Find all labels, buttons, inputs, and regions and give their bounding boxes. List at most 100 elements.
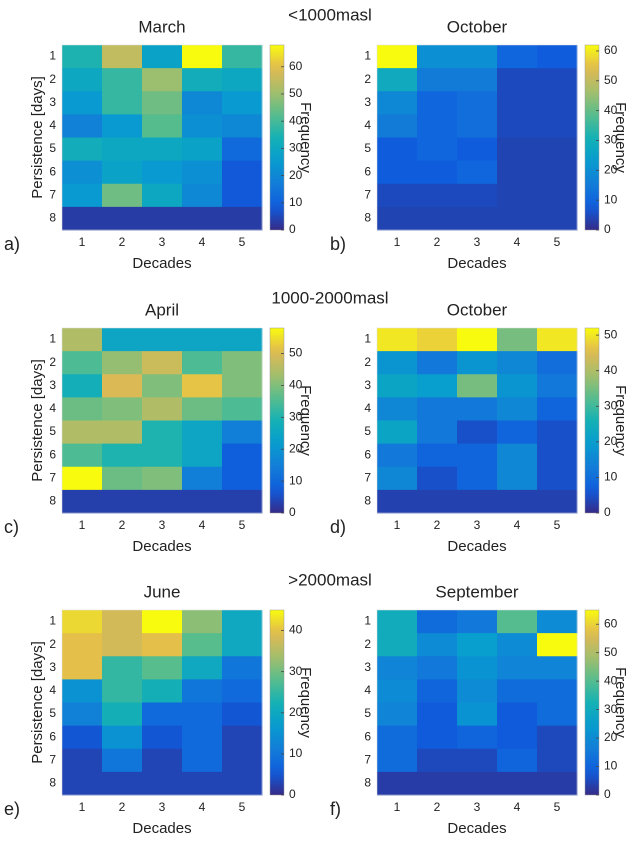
heat-cell — [497, 489, 538, 514]
heat-cell — [222, 351, 263, 375]
y-tick-label: 7 — [364, 752, 371, 766]
x-tick-label: 3 — [474, 800, 481, 814]
colorbar-tick-label: 20 — [289, 441, 303, 455]
heat-cell — [497, 679, 538, 703]
heat-cell — [497, 114, 538, 138]
colorbar-tick-label: 0 — [289, 787, 296, 801]
heat-cell — [142, 748, 183, 773]
y-tick-label: 5 — [49, 424, 56, 438]
heat-cell — [417, 771, 458, 796]
heat-cell — [142, 679, 183, 703]
heat-cell — [102, 45, 143, 69]
colorbar-tick-label: 0 — [604, 787, 611, 801]
heat-cell — [537, 160, 578, 185]
heat-cell — [102, 489, 143, 514]
heat-cell — [417, 374, 458, 398]
y-tick-label: 7 — [49, 187, 56, 201]
heat-cell — [417, 397, 458, 421]
y-tick-label: 8 — [364, 494, 371, 508]
y-tick-label: 5 — [364, 706, 371, 720]
heat-cell — [457, 443, 498, 468]
y-tick-label: 4 — [364, 118, 371, 132]
heat-cell — [62, 137, 103, 162]
y-tick-label: 2 — [364, 72, 371, 86]
heat-cell — [142, 328, 183, 352]
heat-cell — [142, 351, 183, 375]
heat-cell — [497, 633, 538, 657]
heat-cell — [497, 68, 538, 92]
chart-title: March — [138, 17, 185, 36]
x-tick-label: 5 — [239, 518, 246, 532]
x-tick-label: 2 — [119, 518, 126, 532]
heat-cell — [182, 725, 223, 750]
y-tick-label: 1 — [49, 332, 56, 346]
heat-cell — [417, 183, 458, 208]
heat-cell — [102, 137, 143, 162]
x-tick-label: 4 — [514, 235, 521, 249]
heat-cell — [222, 702, 263, 727]
x-tick-label: 4 — [199, 518, 206, 532]
heat-cell — [102, 702, 143, 727]
heat-cell — [417, 328, 458, 352]
x-tick-label: 5 — [554, 800, 561, 814]
y-tick-label: 1 — [49, 49, 56, 63]
heat-cell — [377, 397, 418, 421]
y-tick-label: 6 — [364, 447, 371, 461]
heat-cell — [62, 351, 103, 375]
heat-cell — [182, 702, 223, 727]
panel-label: e) — [4, 799, 20, 819]
heat-cell — [142, 771, 183, 796]
heat-cell — [497, 183, 538, 208]
heat-cell — [497, 466, 538, 491]
colorbar-label: Frequency — [612, 385, 629, 456]
plot-frame — [61, 327, 263, 514]
colorbar-tick-label: 40 — [289, 113, 303, 127]
x-tick-label: 5 — [239, 235, 246, 249]
colorbar-tick-label: 0 — [289, 222, 296, 236]
heat-cell — [497, 771, 538, 796]
heat-cell — [497, 610, 538, 634]
colorbar-tick-label: 40 — [289, 623, 303, 637]
heat-cell — [537, 351, 578, 375]
heat-cell — [62, 656, 103, 680]
heat-cell — [377, 748, 418, 773]
colorbar-tick-label: 40 — [604, 103, 618, 117]
heat-cell — [537, 702, 578, 727]
colorbar-tick-label: 40 — [604, 673, 618, 687]
heat-cell — [537, 137, 578, 162]
chart-title: October — [447, 17, 508, 36]
heat-cell — [142, 91, 183, 115]
heat-cell — [537, 679, 578, 703]
y-tick-label: 8 — [364, 776, 371, 790]
chart-title: September — [435, 582, 518, 601]
heat-cell — [457, 771, 498, 796]
y-tick-label: 6 — [49, 447, 56, 461]
colorbar-tick-label: 50 — [289, 86, 303, 100]
heat-cell — [142, 725, 183, 750]
heat-cell — [142, 420, 183, 445]
heat-cell — [182, 771, 223, 796]
heat-cell — [142, 633, 183, 657]
heat-cell — [182, 137, 223, 162]
colorbar-tick-label: 50 — [604, 327, 618, 341]
heat-cell — [537, 610, 578, 634]
heat-cell — [457, 610, 498, 634]
y-tick-label: 3 — [364, 378, 371, 392]
heat-cell — [537, 771, 578, 796]
heat-cell — [497, 45, 538, 69]
colorbar-label: Frequency — [297, 102, 314, 173]
heat-cell — [377, 610, 418, 634]
heat-cell — [537, 725, 578, 750]
colorbar-tick-label: 10 — [289, 746, 303, 760]
heat-cell — [182, 91, 223, 115]
chart-title: October — [447, 300, 508, 319]
heat-cell — [497, 397, 538, 421]
heat-cell — [497, 443, 538, 468]
colorbar-tick-label: 60 — [604, 43, 618, 57]
heat-cell — [102, 91, 143, 115]
heat-cell — [102, 443, 143, 468]
colorbar — [269, 327, 285, 514]
y-tick-label: 7 — [49, 470, 56, 484]
y-tick-label: 8 — [364, 211, 371, 225]
heat-cell — [62, 633, 103, 657]
